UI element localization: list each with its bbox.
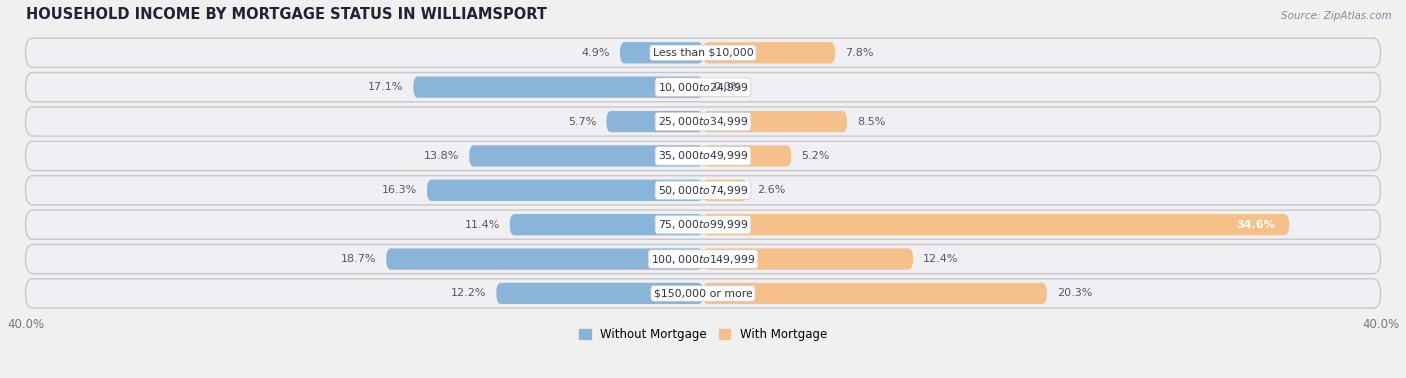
Text: $100,000 to $149,999: $100,000 to $149,999 bbox=[651, 253, 755, 266]
FancyBboxPatch shape bbox=[703, 248, 912, 270]
FancyBboxPatch shape bbox=[620, 42, 703, 64]
Text: Source: ZipAtlas.com: Source: ZipAtlas.com bbox=[1281, 11, 1392, 21]
Text: HOUSEHOLD INCOME BY MORTGAGE STATUS IN WILLIAMSPORT: HOUSEHOLD INCOME BY MORTGAGE STATUS IN W… bbox=[25, 7, 547, 22]
Text: 16.3%: 16.3% bbox=[381, 185, 416, 195]
Text: $35,000 to $49,999: $35,000 to $49,999 bbox=[658, 149, 748, 163]
Text: 0.0%: 0.0% bbox=[713, 82, 741, 92]
FancyBboxPatch shape bbox=[25, 176, 1381, 205]
FancyBboxPatch shape bbox=[25, 107, 1381, 136]
FancyBboxPatch shape bbox=[703, 42, 835, 64]
Text: 20.3%: 20.3% bbox=[1057, 288, 1092, 299]
Legend: Without Mortgage, With Mortgage: Without Mortgage, With Mortgage bbox=[574, 324, 832, 346]
Text: 13.8%: 13.8% bbox=[423, 151, 460, 161]
Text: $50,000 to $74,999: $50,000 to $74,999 bbox=[658, 184, 748, 197]
FancyBboxPatch shape bbox=[496, 283, 703, 304]
Text: 18.7%: 18.7% bbox=[340, 254, 377, 264]
FancyBboxPatch shape bbox=[25, 73, 1381, 102]
Text: 5.2%: 5.2% bbox=[801, 151, 830, 161]
FancyBboxPatch shape bbox=[25, 210, 1381, 239]
Text: 34.6%: 34.6% bbox=[1237, 220, 1275, 230]
FancyBboxPatch shape bbox=[25, 141, 1381, 170]
FancyBboxPatch shape bbox=[703, 111, 846, 132]
FancyBboxPatch shape bbox=[470, 145, 703, 167]
Text: 5.7%: 5.7% bbox=[568, 116, 596, 127]
FancyBboxPatch shape bbox=[703, 214, 1289, 235]
Text: 17.1%: 17.1% bbox=[368, 82, 404, 92]
FancyBboxPatch shape bbox=[703, 283, 1047, 304]
FancyBboxPatch shape bbox=[413, 76, 703, 98]
FancyBboxPatch shape bbox=[387, 248, 703, 270]
Text: $150,000 or more: $150,000 or more bbox=[654, 288, 752, 299]
Text: 2.6%: 2.6% bbox=[758, 185, 786, 195]
Text: $10,000 to $24,999: $10,000 to $24,999 bbox=[658, 81, 748, 94]
Text: 11.4%: 11.4% bbox=[464, 220, 499, 230]
FancyBboxPatch shape bbox=[25, 279, 1381, 308]
FancyBboxPatch shape bbox=[703, 180, 747, 201]
Text: 7.8%: 7.8% bbox=[845, 48, 873, 58]
Text: $25,000 to $34,999: $25,000 to $34,999 bbox=[658, 115, 748, 128]
Text: 4.9%: 4.9% bbox=[581, 48, 610, 58]
Text: $75,000 to $99,999: $75,000 to $99,999 bbox=[658, 218, 748, 231]
FancyBboxPatch shape bbox=[606, 111, 703, 132]
FancyBboxPatch shape bbox=[25, 38, 1381, 67]
Text: 12.4%: 12.4% bbox=[924, 254, 959, 264]
Text: 12.2%: 12.2% bbox=[451, 288, 486, 299]
Text: 8.5%: 8.5% bbox=[858, 116, 886, 127]
FancyBboxPatch shape bbox=[427, 180, 703, 201]
FancyBboxPatch shape bbox=[703, 145, 792, 167]
Text: Less than $10,000: Less than $10,000 bbox=[652, 48, 754, 58]
FancyBboxPatch shape bbox=[510, 214, 703, 235]
FancyBboxPatch shape bbox=[25, 245, 1381, 274]
